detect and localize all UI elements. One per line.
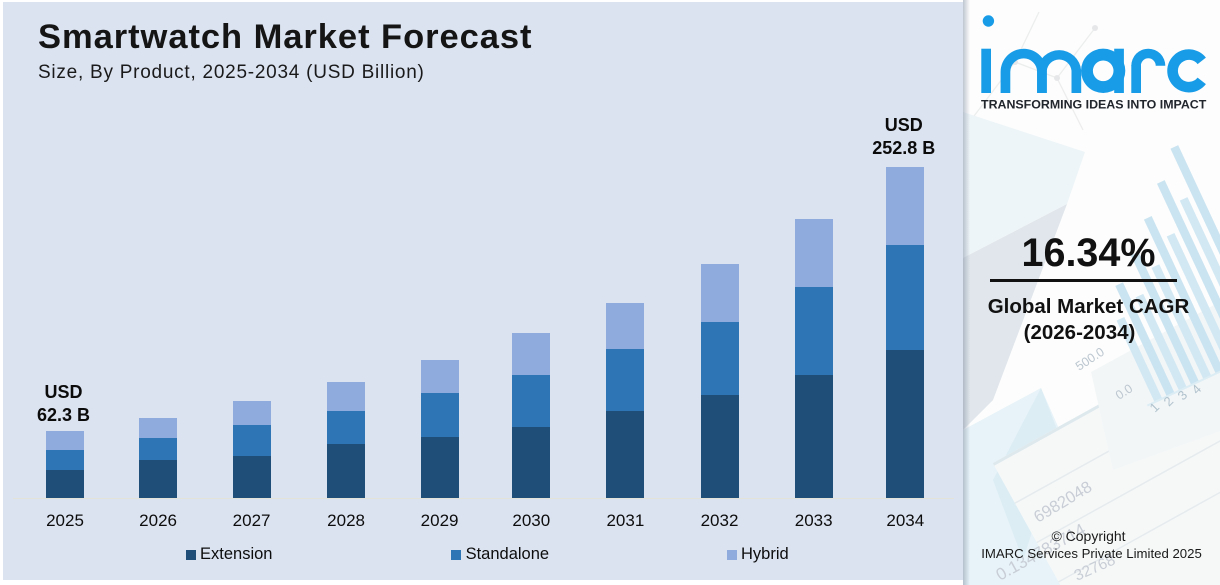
svg-text:TRANSFORMING IDEAS INTO IMPACT: TRANSFORMING IDEAS INTO IMPACT: [981, 98, 1207, 112]
